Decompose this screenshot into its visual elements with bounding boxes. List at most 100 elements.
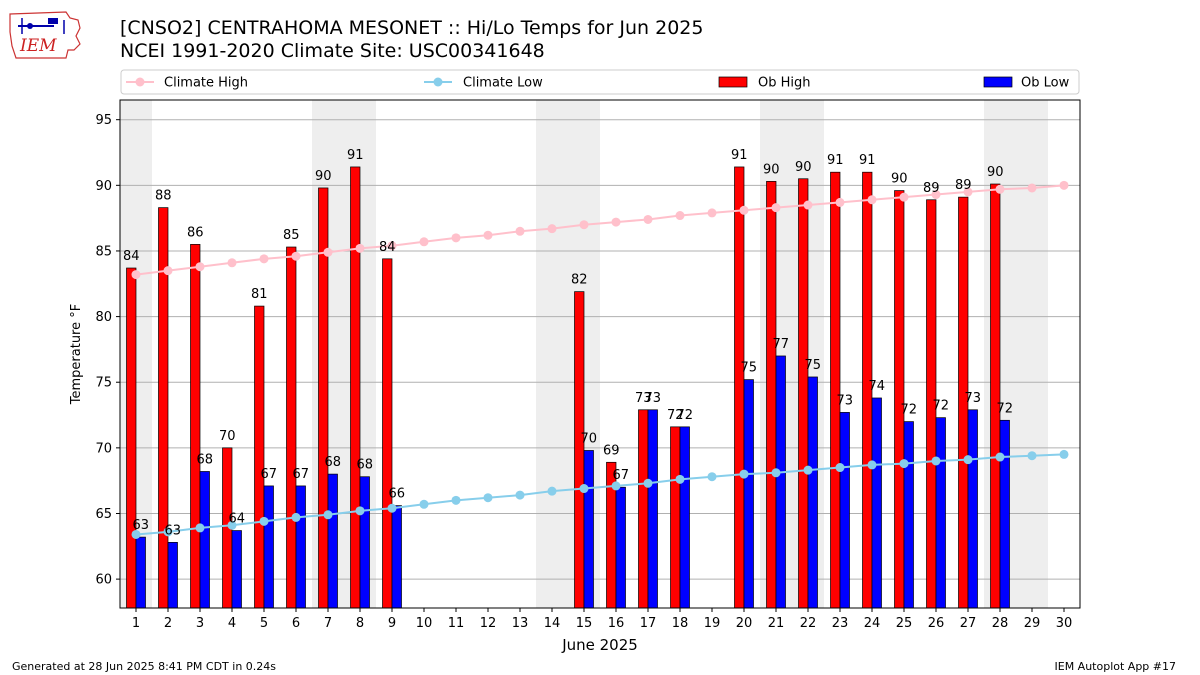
ob-low-label: 68 <box>196 452 213 467</box>
ob-high-bar <box>734 166 745 609</box>
ob-high-label: 91 <box>827 153 844 168</box>
climate-high-line <box>135 184 1065 276</box>
climate-high-point <box>259 254 269 264</box>
ob-low-label: 75 <box>740 361 757 376</box>
ob-high-label: 69 <box>603 443 620 458</box>
climate-high-point <box>995 184 1005 194</box>
generated-timestamp: Generated at 28 Jun 2025 8:41 PM CDT in … <box>12 660 277 673</box>
x-tick-label: 5 <box>260 616 268 631</box>
ob-high-bar <box>766 181 777 609</box>
climate-high-point <box>771 203 781 213</box>
climate-low-point <box>611 481 621 491</box>
ob-low-label: 77 <box>772 337 789 352</box>
climate-high-point <box>803 200 813 210</box>
ob-low-label: 64 <box>228 512 245 527</box>
x-tick-label: 30 <box>1056 616 1073 631</box>
climate-low-point <box>739 469 749 479</box>
climate-high-point <box>739 205 749 215</box>
climate-low-point <box>579 484 589 494</box>
climate-low-point <box>291 512 301 522</box>
climate-high-point <box>419 237 429 247</box>
ob-high-label: 86 <box>187 225 204 240</box>
ob-low-bar <box>583 450 594 609</box>
x-tick-label: 29 <box>1024 616 1041 631</box>
ob-high-label: 73 <box>635 391 652 406</box>
ob-low-label: 67 <box>612 468 629 483</box>
legend-climate-high-marker <box>135 77 145 87</box>
climate-high-point <box>707 208 717 218</box>
ob-low-bar <box>359 476 370 609</box>
ob-low-label: 72 <box>932 399 949 414</box>
climate-high-point <box>227 258 237 268</box>
climate-low-point <box>675 474 685 484</box>
ob-low-label: 63 <box>132 518 149 533</box>
x-tick-label: 13 <box>512 616 529 631</box>
climate-high-point <box>195 262 205 272</box>
ob-high-bar <box>574 291 585 609</box>
climate-low-point <box>771 468 781 478</box>
ob-low-bar <box>263 485 274 609</box>
climate-high-point <box>611 217 621 227</box>
climate-low-point <box>515 490 525 500</box>
y-tick-label: 60 <box>95 573 112 588</box>
ob-high-bar <box>350 166 361 609</box>
ob-low-bar <box>199 471 210 609</box>
x-tick-label: 17 <box>640 616 657 631</box>
ob-high-label: 84 <box>123 249 140 264</box>
y-axis-label: Temperature °F <box>69 304 84 405</box>
climate-high-point <box>643 214 653 224</box>
x-tick-label: 19 <box>704 616 721 631</box>
climate-high-point <box>931 190 941 200</box>
climate-low-point <box>963 455 973 465</box>
x-tick-label: 26 <box>928 616 945 631</box>
x-tick-label: 18 <box>672 616 689 631</box>
ob-low-bar <box>647 409 658 609</box>
climate-high-point <box>1027 183 1037 193</box>
app-credit: IEM Autoplot App #17 <box>1054 660 1177 673</box>
ob-low-bar <box>327 473 338 609</box>
x-tick-label: 12 <box>480 616 497 631</box>
ob-low-label: 73 <box>964 391 981 406</box>
climate-low-point <box>131 529 141 539</box>
plot-frame <box>119 99 1081 609</box>
x-tick-label: 14 <box>544 616 561 631</box>
ob-high-label: 84 <box>379 240 396 255</box>
climate-low-point <box>323 510 333 520</box>
legend-box <box>120 69 1080 95</box>
ob-high-label: 91 <box>347 148 364 163</box>
ob-low-bar <box>967 409 978 609</box>
climate-low-point <box>387 503 397 513</box>
climate-low-point <box>355 506 365 516</box>
ob-low-bar <box>839 412 850 609</box>
climate-low-point <box>547 486 557 496</box>
climate-high-point <box>1059 180 1069 190</box>
legend-ob-low-label: Ob Low <box>1021 76 1070 91</box>
ob-high-bar <box>382 258 393 609</box>
y-tick-label: 65 <box>95 507 112 522</box>
x-tick-label: 15 <box>576 616 593 631</box>
x-tick-label: 28 <box>992 616 1009 631</box>
ob-high-label: 72 <box>667 408 684 423</box>
y-tick-label: 95 <box>95 113 112 128</box>
climate-low-line <box>135 453 1065 536</box>
ob-high-label: 82 <box>571 273 588 288</box>
climate-high-point <box>675 211 685 221</box>
climate-low-point <box>163 527 173 537</box>
climate-low-point <box>899 459 909 469</box>
ob-high-label: 91 <box>859 153 876 168</box>
ob-high-label: 81 <box>251 287 268 302</box>
climate-high-point <box>451 233 461 243</box>
x-tick-label: 11 <box>448 616 465 631</box>
ob-high-label: 91 <box>731 148 748 163</box>
climate-high-point <box>163 266 173 276</box>
climate-high-point <box>355 243 365 253</box>
climate-high-point <box>387 241 397 251</box>
x-tick-label: 20 <box>736 616 753 631</box>
ob-high-label: 90 <box>795 160 812 175</box>
climate-high-point <box>291 251 301 261</box>
climate-high-point <box>835 197 845 207</box>
climate-high-point <box>323 247 333 257</box>
ob-low-bar <box>871 397 882 609</box>
legend-ob-high-swatch <box>718 76 748 88</box>
